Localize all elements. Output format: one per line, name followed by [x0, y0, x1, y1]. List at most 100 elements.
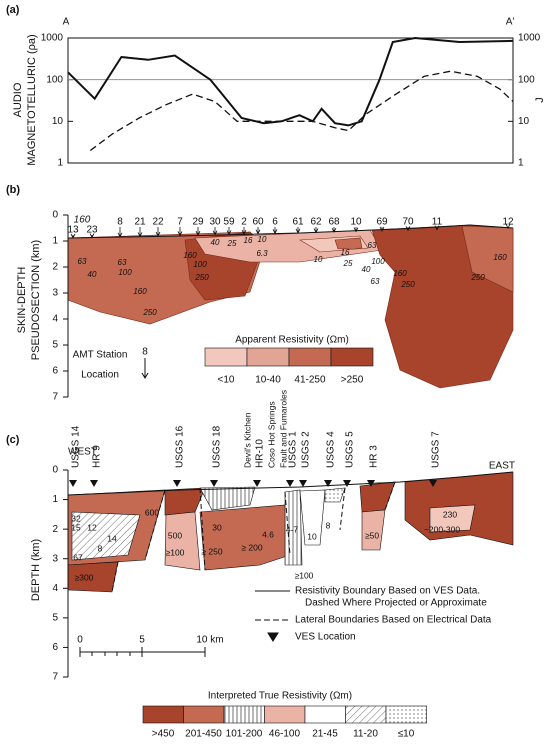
section-end-label: A — [63, 17, 70, 28]
body-value: 4-7 — [286, 524, 299, 534]
well-label: Coso Hot Springs — [266, 401, 276, 468]
station-label: 70 — [402, 217, 414, 228]
legend-label: 201-450 — [185, 729, 222, 740]
body-value: ~200-300 — [424, 524, 460, 534]
station-arrow — [195, 227, 201, 236]
station-label: 23 — [86, 225, 98, 236]
contour-label: 100 — [118, 268, 132, 277]
direction-label: EAST — [489, 461, 515, 472]
key-label: Resistivity Boundary Based on VES Data. — [295, 586, 480, 597]
contour-label: 250 — [142, 308, 157, 317]
station-arrow — [226, 227, 232, 236]
y-tick-label: 0 — [52, 465, 58, 476]
station-arrow — [212, 227, 218, 236]
legend-label: ≤10 — [398, 729, 415, 740]
y-tick-label: 1000 — [41, 33, 64, 44]
well-label: HR 3 — [369, 445, 380, 468]
legend-swatch — [345, 705, 387, 724]
station-arrow — [505, 223, 511, 230]
body-value: 600 — [145, 507, 159, 517]
contour-label: 63 — [118, 258, 127, 267]
legend-label: >450 — [152, 729, 175, 740]
body-value: 8 — [326, 520, 331, 530]
legend-label: >250 — [341, 375, 364, 386]
body-value: ≥50 — [365, 530, 379, 540]
well-label: Fault and Fumaroles — [278, 390, 288, 468]
y-axis-label: PSEUDOSECTION (km) — [30, 240, 42, 360]
y-tick-label: 2 — [52, 262, 58, 273]
ves-marker — [90, 480, 98, 487]
ves-marker — [173, 480, 181, 487]
contour-label: 10 — [258, 235, 267, 244]
y-tick-label: 4 — [52, 314, 58, 325]
section-b-bodies — [67, 224, 514, 389]
station-label: 21 — [134, 217, 146, 228]
y-tick-label: 5 — [52, 612, 58, 623]
amt-arrow — [141, 358, 149, 379]
ves-marker — [343, 480, 351, 487]
station-label: 62 — [310, 217, 322, 228]
station-label: 22 — [152, 217, 164, 228]
scale-label: 5 — [139, 635, 145, 646]
body-value: ≥300 — [75, 572, 94, 582]
contour-label: 250 — [470, 273, 485, 282]
amt-label: AMT Station — [73, 350, 128, 361]
contour-label: 160 — [493, 253, 507, 262]
legend-label: 46-100 — [269, 729, 301, 740]
station-label: 8 — [117, 217, 123, 228]
station-label: 61 — [292, 217, 304, 228]
legend-label: 10-40 — [255, 375, 281, 386]
body-value: 10 — [307, 531, 317, 541]
station-arrow — [434, 225, 440, 231]
legend-swatch — [142, 705, 184, 724]
body-value: ≥ 200 — [241, 542, 262, 552]
y2-tick-label: 100 — [518, 74, 535, 85]
station-arrow — [405, 226, 411, 232]
ves-marker — [69, 480, 77, 487]
amt-label: Location — [81, 370, 119, 381]
body-value: 30 — [212, 522, 222, 532]
contour-label: 10 — [314, 255, 323, 264]
station-label: 68 — [328, 217, 340, 228]
contour-label: 160 — [133, 287, 147, 296]
contour-label: 40 — [362, 265, 371, 274]
well-label: USGS 2 — [301, 431, 312, 468]
key-label: Dashed Where Projected or Approximate — [305, 598, 487, 609]
y-tick-label: 0 — [52, 210, 58, 221]
section-c-bodies — [67, 471, 514, 593]
contour-label: 100 — [193, 260, 207, 269]
contour-label: 63 — [371, 277, 380, 286]
well-label: USGS 1 — [288, 431, 299, 468]
legend-swatch — [223, 705, 265, 724]
station-arrow — [353, 227, 359, 233]
amt-example: 8 — [142, 347, 148, 358]
y-tick-label: 3 — [52, 288, 58, 299]
legend-label: <10 — [218, 375, 235, 386]
legend-swatch — [204, 347, 248, 367]
station-arrow — [295, 227, 301, 234]
station-arrow — [272, 227, 278, 235]
station-arrow — [70, 233, 76, 239]
body-value: 8 — [98, 543, 103, 553]
y-axis-label: SKIN-DEPTH — [16, 267, 28, 334]
station-arrow — [137, 227, 143, 238]
y-tick-label: 4 — [52, 583, 58, 594]
contour-label: 63 — [78, 257, 87, 266]
station-label: 29 — [192, 217, 204, 228]
station-label: 13 — [67, 225, 79, 236]
legend-label: 41-250 — [294, 375, 326, 386]
ves-marker — [324, 480, 332, 487]
y2-tick-label: 10 — [518, 116, 530, 127]
legend-swatch — [288, 347, 332, 367]
body-value: 500 — [168, 530, 182, 540]
y-tick-label: 7 — [52, 392, 58, 403]
body-value: 12 — [87, 522, 97, 532]
station-label: 6 — [272, 217, 278, 228]
y-tick-label: 6 — [52, 366, 58, 377]
y-tick-label: 5 — [52, 340, 58, 351]
contour-label: 40 — [211, 238, 220, 247]
body-value: 15 — [71, 522, 81, 532]
station-label: 60 — [252, 217, 264, 228]
station-label: 69 — [376, 217, 388, 228]
section-end-label: A' — [506, 17, 515, 28]
